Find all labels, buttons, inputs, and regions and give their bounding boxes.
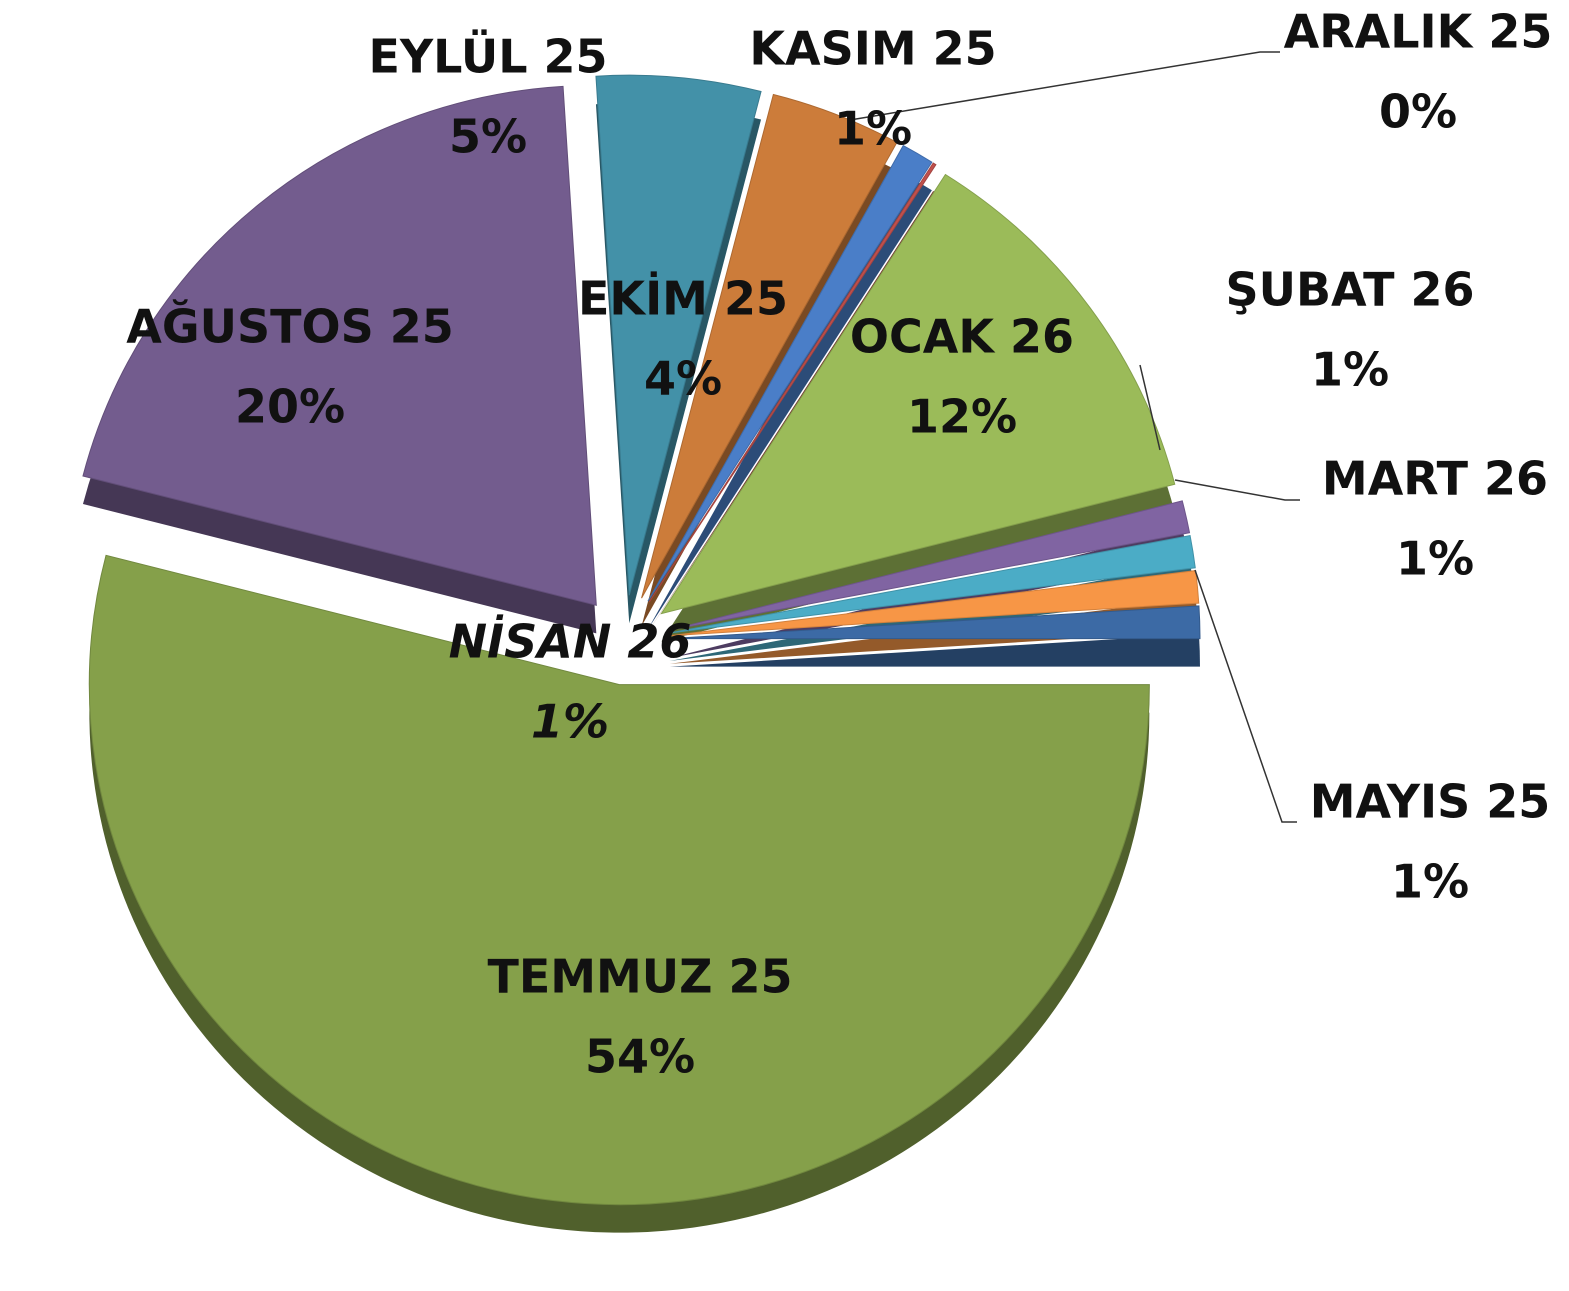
leader-lines xyxy=(849,51,1300,823)
slice xyxy=(669,534,1196,634)
slice-side xyxy=(647,173,932,630)
slice-label: EKİM 25 xyxy=(578,272,788,326)
slice-label: EYLÜL 25 xyxy=(368,30,607,84)
slice xyxy=(660,173,1176,615)
slice xyxy=(641,93,898,599)
leader-line xyxy=(849,51,1280,121)
slice-value: 20% xyxy=(235,380,345,434)
slice-label: MAYIS 25 xyxy=(1310,775,1551,829)
slice xyxy=(647,144,933,602)
slice xyxy=(595,74,762,596)
slice-value: 1% xyxy=(1391,855,1469,909)
slice xyxy=(82,85,597,606)
slice-value: 1% xyxy=(834,102,912,156)
slice-value: 54% xyxy=(585,1030,695,1084)
slice xyxy=(88,554,1150,1206)
slice-value: 4% xyxy=(644,352,722,406)
leader-line xyxy=(1139,364,1161,451)
pie xyxy=(82,74,1201,1233)
slice-label: AĞUSTOS 25 xyxy=(126,300,453,354)
leader-line xyxy=(1194,569,1297,823)
slice-label: OCAK 26 xyxy=(850,310,1074,364)
slice-value: 1% xyxy=(1396,532,1474,586)
slice-side xyxy=(669,633,1200,667)
slice-label: TEMMUZ 25 xyxy=(487,950,792,1004)
leader-line xyxy=(1174,479,1300,501)
slice xyxy=(668,500,1191,631)
slice-value: 12% xyxy=(907,390,1017,444)
slice-label: KASIM 25 xyxy=(749,22,996,76)
slice xyxy=(648,162,937,603)
slice-value: 0% xyxy=(1379,85,1457,139)
slice-label: MART 26 xyxy=(1322,452,1548,506)
slice-label: NİSAN 26 xyxy=(449,615,692,669)
slice-value: 5% xyxy=(449,110,527,164)
slice xyxy=(669,605,1201,640)
slice-value: 1% xyxy=(531,695,609,749)
labels: MAYIS 25 1% TEMMUZ 25 54% AĞUSTOS 25 20% EYLÜL… xyxy=(126,5,1552,1084)
slice-label: ARALIK 25 xyxy=(1284,5,1553,59)
slice-label: ŞUBAT 26 xyxy=(1226,263,1475,317)
slice-value: 1% xyxy=(1311,343,1389,397)
